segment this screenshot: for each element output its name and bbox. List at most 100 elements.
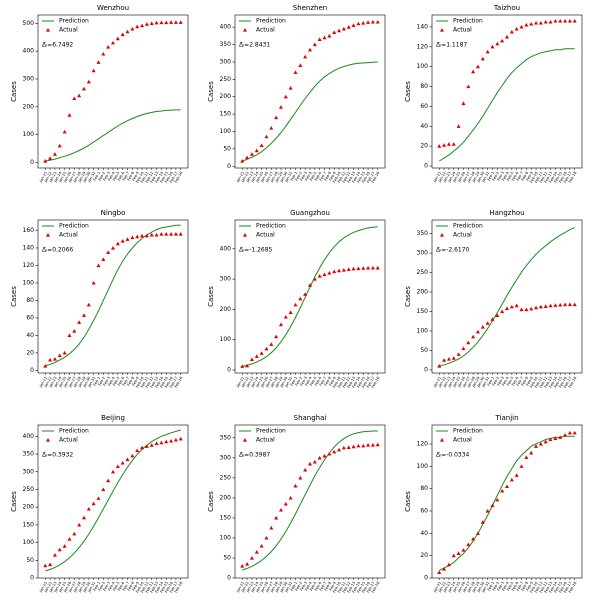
actual-marker [173,231,178,236]
y-tick-label: 250 [220,76,232,83]
x-tick-label: Feb-14 [549,375,559,388]
actual-marker [456,551,461,556]
y-tick-label: 350 [417,230,429,237]
actual-marker [327,451,332,456]
x-tick-label: Feb-15 [159,171,169,184]
actual-marker [485,49,490,54]
x-tick-label: Feb-6 [314,375,323,386]
x-tick-label: Jan-25 [255,171,265,184]
y-tick-label: 80 [420,485,428,492]
actual-marker [259,351,264,355]
x-tick-label: Feb-7 [122,581,130,592]
x-tick-label: Feb-15 [159,581,169,594]
x-tick-label: Feb-8 [127,170,136,181]
actual-marker [67,113,72,117]
x-tick-label: Jan-28 [269,375,279,388]
x-tick-label: Jan-21 [235,171,245,184]
legend-swatch [243,28,247,32]
actual-marker [164,439,169,444]
actual-marker [115,464,120,469]
x-tick-label: Jan-22 [437,581,447,594]
actual-marker [81,515,86,520]
actual-marker [548,19,553,24]
actual-marker [308,461,312,466]
x-tick-label: Feb-10 [332,580,342,593]
x-tick-label: Jan-27 [67,376,77,389]
y-tick-label: 0 [424,366,428,373]
x-tick-label: Jan-23 [442,376,452,389]
x-tick-label: Jan-28 [72,170,82,183]
x-tick-label: Feb-4 [304,580,313,591]
x-tick-label: Feb-8 [521,580,530,591]
y-tick-label: 50 [223,145,231,152]
x-tick-label: Feb-15 [159,376,169,389]
actual-marker [91,280,96,285]
actual-marker [57,143,62,148]
actual-marker [173,20,178,24]
actual-marker [278,105,283,109]
y-axis-label: Cases [207,286,215,307]
x-tick-label: Feb-2 [492,171,500,182]
x-tick-label: Jan-24 [53,580,63,593]
prediction-line [45,109,181,162]
x-tick-label: Feb-5 [309,581,317,592]
x-tick-label: Feb-3 [496,581,504,592]
actual-marker [81,86,86,91]
actual-marker [240,159,245,163]
x-tick-label: Jan-25 [255,376,265,389]
x-tick-label: Feb-16 [558,170,568,183]
x-tick-label: Jan-26 [260,580,270,593]
actual-marker [567,302,572,307]
actual-marker [475,64,480,69]
x-tick-label: Feb-4 [501,375,510,386]
x-tick-label: Feb-4 [107,580,116,591]
x-tick-label: Feb-12 [145,581,155,594]
actual-marker [43,159,48,163]
x-tick-label: Feb-5 [309,171,317,182]
actual-marker [375,19,380,24]
y-tick-label: 20 [420,552,428,559]
x-tick-label: Feb-7 [516,581,524,592]
x-tick-label: Feb-13 [347,171,357,184]
x-tick-label: Jan-22 [43,376,53,389]
actual-marker [475,531,480,535]
actual-marker [169,20,174,24]
actual-marker [125,237,130,241]
actual-marker [509,477,514,482]
legend-swatch [46,28,50,32]
legend-label: Prediction [256,223,286,230]
legend-label: Actual [256,27,275,34]
actual-marker [240,563,245,568]
x-tick-label: Jan-29 [471,375,481,388]
plot-frame [234,219,386,374]
actual-marker [293,483,298,488]
legend-label: Prediction [453,428,483,435]
y-tick-label: 300 [417,250,429,257]
x-tick-label: Feb-13 [150,581,160,594]
x-tick-label: Jan-28 [466,375,476,388]
actual-marker [115,241,120,246]
actual-marker [509,304,514,309]
actual-marker [308,47,312,52]
legend-label: Actual [453,437,472,444]
actual-marker [159,20,164,25]
actual-marker [451,356,456,360]
actual-marker [553,436,558,441]
actual-marker [125,457,130,461]
x-tick-label: Feb-9 [328,580,337,591]
x-tick-label: Feb-4 [501,580,510,591]
legend-label: Actual [453,27,472,34]
actual-marker [101,257,106,261]
x-tick-label: Jan-31 [87,581,97,594]
y-tick-label: 0 [227,366,231,373]
chart-title: Shenzhen [293,4,327,12]
x-tick-label: Feb-1 [487,581,495,592]
y-tick-label: 100 [220,128,232,135]
x-tick-label: Feb-13 [544,171,554,184]
x-tick-label: Feb-10 [529,580,539,593]
annotation: Δ̄ᵢ=-1.2685 [239,247,273,254]
x-tick-label: Feb-15 [553,376,563,389]
legend-swatch [440,233,444,237]
actual-marker [490,503,495,508]
actual-marker [77,93,82,98]
